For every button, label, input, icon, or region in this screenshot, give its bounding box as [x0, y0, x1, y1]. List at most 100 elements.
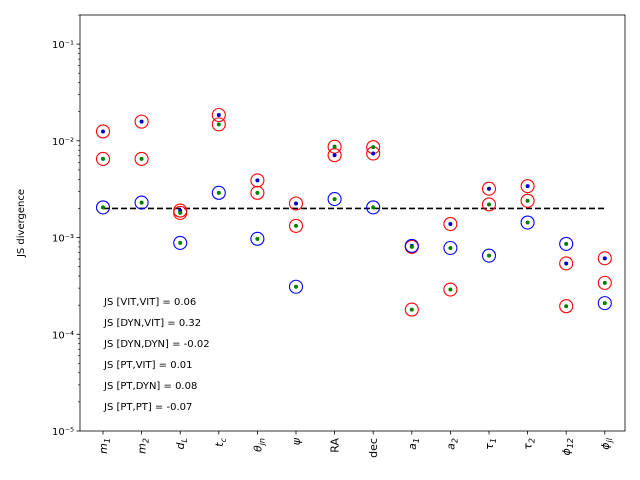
marker-circle — [443, 240, 458, 256]
marker-dot — [216, 122, 221, 127]
marker-dot — [178, 240, 183, 245]
marker-dot — [101, 205, 105, 210]
marker-dot — [332, 153, 337, 158]
y-axis: 10⁻⁵ 10⁻⁴ 10⁻³ 10⁻² 10⁻¹ — [52, 14, 80, 438]
marker-circle — [559, 299, 574, 314]
y-tick-label: 10⁻³ — [52, 234, 74, 245]
marker-dot — [371, 151, 376, 156]
marker-circle — [520, 215, 535, 230]
marker-circle — [481, 181, 497, 196]
marker-circle — [327, 148, 342, 163]
x-tick-label: dL — [174, 438, 189, 449]
x-tick-label: ϕjl — [599, 437, 614, 449]
annotation-line: JS [PT,VIT] = 0.01 — [103, 360, 193, 371]
marker-dot — [448, 245, 453, 250]
marker-circle — [366, 200, 381, 215]
marker-dot — [409, 307, 414, 312]
marker-circle — [597, 251, 612, 266]
marker-circle — [250, 173, 265, 188]
marker-circle — [173, 205, 188, 220]
marker-circle — [481, 248, 497, 263]
y-tick-label: 10⁻¹ — [52, 40, 74, 51]
series-5 — [101, 122, 607, 309]
marker-dot — [332, 144, 337, 149]
marker-circle — [211, 117, 226, 132]
annotation-line: JS [DYN,DYN] = -0.02 — [103, 339, 210, 350]
annotation-line: JS [VIT,VIT] = 0.06 — [103, 297, 196, 308]
marker-dot — [371, 145, 376, 150]
marker-circle — [95, 200, 111, 215]
marker-dot — [525, 220, 530, 225]
annotation-line: JS [PT,DYN] = 0.08 — [103, 381, 197, 392]
marker-dot — [371, 205, 376, 210]
marker-circle — [134, 151, 149, 166]
marker-circle — [597, 296, 612, 311]
marker-dot — [525, 198, 530, 203]
marker-circle — [327, 192, 342, 207]
series-3 — [95, 185, 612, 311]
marker-dot — [294, 284, 298, 289]
marker-dot — [409, 244, 414, 249]
marker-circle — [95, 151, 111, 166]
marker-dot — [602, 301, 607, 306]
marker-dot — [255, 190, 260, 195]
marker-dot — [139, 119, 144, 124]
marker-circle — [250, 231, 265, 246]
marker-dot — [487, 253, 491, 258]
marker-circle — [520, 193, 535, 208]
x-tick-label: RA — [329, 438, 342, 453]
marker-dot — [564, 261, 569, 266]
x-axis: m1 m2 dL tc θjn ψ RA dec a1 a2 τ1 τ2 ϕ12 ϕjl — [97, 431, 614, 458]
marker-dot — [216, 112, 221, 117]
marker-dot — [139, 156, 144, 161]
marker-circle — [327, 139, 342, 154]
x-tick-label: tc — [213, 437, 228, 446]
marker-circle — [559, 256, 574, 271]
x-tick-label: dec — [367, 438, 380, 458]
x-tick-label: a1 — [406, 438, 421, 450]
marker-circle — [211, 107, 226, 123]
marker-dot — [178, 210, 183, 215]
x-tick-label: m1 — [97, 438, 112, 454]
plot-frame — [79, 14, 626, 432]
marker-circle — [95, 124, 111, 139]
marker-circle — [481, 197, 497, 212]
marker-dot — [564, 304, 569, 309]
marker-circle — [520, 179, 535, 194]
series-6 — [101, 190, 607, 312]
marker-dot — [255, 178, 260, 183]
marker-dot — [216, 190, 221, 195]
marker-dot — [602, 280, 607, 285]
annotation-line: JS [DYN,VIT] = 0.32 — [103, 318, 201, 329]
annotation-line: JS [PT,PT] = -0.07 — [103, 402, 192, 413]
marker-dot — [448, 222, 453, 227]
marker-dot — [487, 186, 491, 191]
marker-circle — [443, 216, 458, 232]
marker-dot — [139, 200, 144, 205]
marker-circle — [134, 195, 149, 210]
marker-circle — [288, 218, 304, 233]
annotation-block: JS [VIT,VIT] = 0.06 JS [DYN,VIT] = 0.32 JS… — [103, 297, 210, 413]
marker-circle — [211, 185, 226, 200]
marker-dot — [101, 156, 105, 161]
marker-circle — [288, 196, 304, 211]
marker-dot — [294, 223, 298, 228]
marker-circle — [443, 282, 458, 297]
x-tick-label: m2 — [136, 438, 151, 454]
y-tick-label: 10⁻⁵ — [52, 427, 74, 438]
x-tick-label: ϕ12 — [560, 438, 575, 455]
marker-circle — [597, 275, 612, 290]
marker-circle — [173, 235, 188, 250]
marker-circle — [404, 302, 419, 317]
x-tick-label: a2 — [444, 438, 459, 450]
marker-dot — [525, 184, 530, 189]
marker-circle — [404, 238, 419, 253]
marker-dot — [255, 236, 260, 241]
y-axis-title: JS divergence — [16, 189, 27, 258]
plot-area — [95, 107, 612, 317]
marker-dot — [101, 129, 105, 134]
marker-circle — [288, 279, 304, 294]
marker-dot — [602, 256, 607, 261]
